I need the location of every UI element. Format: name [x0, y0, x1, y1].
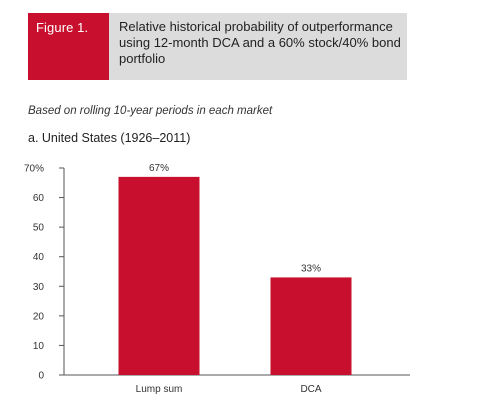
figure-title: Relative historical probability of outpe… [119, 19, 401, 66]
bar-lump-sum [118, 176, 200, 375]
y-tick-label: 30 [33, 282, 45, 293]
chart-labels: 67% Lump sum 33% DCA [136, 163, 322, 395]
bar-dca [270, 277, 352, 375]
data-label: 33% [301, 263, 321, 274]
figure-label: Figure 1. [28, 13, 109, 80]
panel-title: a. United States (1926–2011) [28, 131, 191, 145]
chart-axes: 0 10 20 30 40 50 60 70% [24, 164, 410, 382]
y-tick-label: 40 [33, 252, 45, 263]
figure-title-box: Relative historical probability of outpe… [109, 13, 407, 80]
x-category-label: Lump sum [136, 384, 183, 395]
chart-subtitle: Based on rolling 10-year periods in each… [28, 105, 273, 117]
y-tick-label: 20 [33, 311, 45, 322]
y-tick-label: 70% [24, 164, 44, 175]
y-tick-label: 0 [38, 371, 44, 382]
chart-bars [118, 176, 352, 375]
y-tick-label: 60 [33, 193, 45, 204]
y-tick-label: 10 [33, 341, 45, 352]
x-category-label: DCA [300, 384, 321, 395]
y-tick-label: 50 [33, 223, 45, 234]
data-label: 67% [149, 163, 169, 174]
